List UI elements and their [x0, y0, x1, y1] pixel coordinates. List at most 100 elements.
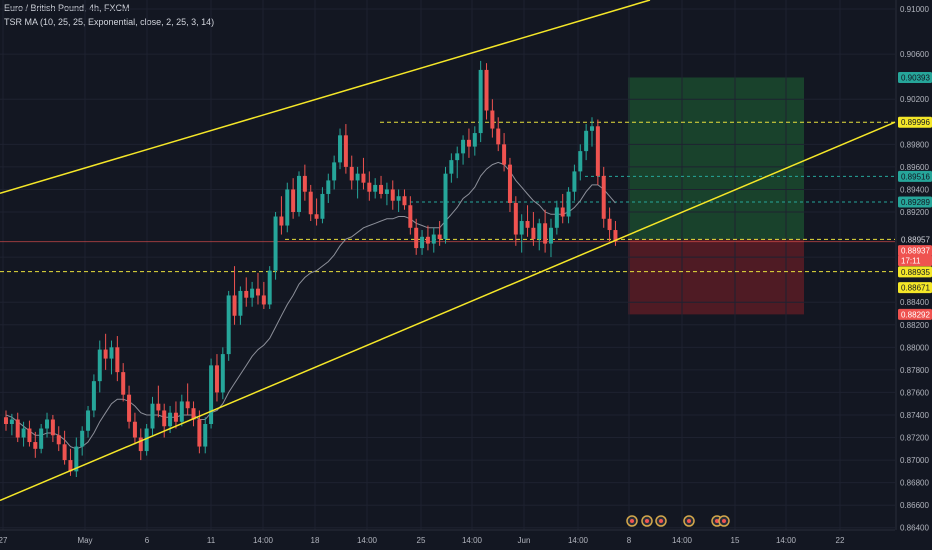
candle	[50, 414, 55, 443]
candle-body	[132, 421, 137, 438]
time-tick-label: 6	[145, 536, 150, 545]
candle-body	[209, 365, 214, 424]
candle	[408, 196, 413, 235]
candle-body	[537, 223, 542, 240]
lower-channel-line[interactable]	[0, 121, 896, 502]
candle-body	[80, 430, 85, 447]
candle-body	[308, 191, 313, 215]
ma-line[interactable]	[5, 161, 616, 450]
candle	[308, 184, 313, 222]
candle-body	[314, 214, 319, 219]
candle-body	[191, 408, 196, 420]
price-badge: 0.89289	[898, 196, 932, 208]
candle	[425, 225, 430, 251]
time-tick-label: 25	[417, 536, 426, 545]
candle	[115, 336, 120, 382]
price-badge: 0.90393	[898, 71, 932, 83]
candle-body	[373, 184, 378, 192]
price-tick-label: 0.89200	[900, 208, 929, 217]
candle	[537, 218, 542, 251]
candle	[220, 347, 225, 400]
candle	[519, 214, 524, 253]
candle	[132, 412, 137, 445]
candle-body	[45, 419, 50, 429]
candle-body	[156, 403, 161, 411]
candle-body	[332, 162, 337, 181]
candle-body	[513, 202, 518, 235]
price-badge-label: 0.89516	[901, 172, 930, 181]
price-badge: 17:11	[898, 255, 932, 267]
candle	[355, 166, 360, 199]
candle	[420, 230, 425, 255]
candle	[185, 383, 190, 415]
price-badge: 0.88957	[898, 233, 932, 245]
candle-body	[214, 365, 219, 393]
candle	[273, 212, 278, 280]
candle	[572, 164, 577, 201]
candle-body	[86, 410, 91, 431]
event-marker-icon[interactable]	[626, 515, 638, 527]
candle-body	[109, 347, 114, 359]
candle-body	[490, 110, 495, 129]
candle	[548, 218, 553, 258]
candle	[291, 178, 296, 219]
candle-body	[531, 227, 536, 240]
candle	[478, 60, 483, 143]
candle-body	[449, 160, 454, 174]
price-badge-label: 0.88935	[901, 268, 930, 277]
price-tick-label: 0.87400	[900, 411, 929, 420]
candle-body	[554, 207, 559, 228]
price-tick-label: 0.88400	[900, 298, 929, 307]
price-badge-label: 0.88957	[901, 235, 930, 244]
candle	[390, 180, 395, 210]
price-tick-label: 0.89400	[900, 185, 929, 194]
time-tick-label: 15	[731, 536, 740, 545]
candle	[431, 227, 436, 253]
candle	[45, 412, 50, 438]
indicator-legend[interactable]: TSR MA (10, 25, 25, Exponential, close, …	[4, 17, 215, 27]
price-axis: 0.91000 0.90600 0.90200 0.89800 0.89600 0.894…	[895, 0, 932, 533]
candle	[566, 187, 571, 224]
price-tick-label: 0.86800	[900, 479, 929, 488]
candle-body	[185, 401, 190, 409]
candle	[379, 175, 384, 199]
event-marker-icon[interactable]	[683, 515, 695, 527]
candle	[507, 157, 512, 212]
price-badge-label: 0.89996	[901, 118, 930, 127]
candle	[595, 119, 600, 185]
candle-body	[461, 139, 466, 154]
candle-body	[291, 189, 296, 212]
event-marker-icon[interactable]	[655, 515, 667, 527]
candle-body	[273, 216, 278, 271]
candle	[314, 198, 319, 226]
candle-body	[420, 236, 425, 249]
horizontal-levels	[0, 121, 895, 273]
price-tick-label: 0.89600	[900, 163, 929, 172]
channel-lines	[0, 0, 896, 502]
candle	[590, 117, 594, 147]
candle-body	[21, 428, 26, 438]
candle	[496, 117, 501, 152]
event-marker-icon[interactable]	[641, 515, 653, 527]
candle	[138, 428, 143, 461]
candle-body	[197, 419, 202, 447]
time-tick-label: Jun	[518, 536, 531, 545]
candle-body	[543, 223, 548, 244]
time-tick-label: 27	[0, 536, 8, 545]
candle	[414, 218, 419, 255]
candle-body	[578, 151, 583, 172]
candle	[109, 340, 114, 375]
symbol-title[interactable]: Euro / British Pound, 4h, FXCM	[4, 3, 130, 13]
candle-body	[15, 419, 20, 438]
upper-channel-line[interactable]	[0, 0, 651, 194]
price-tick-label: 0.87000	[900, 456, 929, 465]
candle-body	[396, 196, 401, 201]
time-tick-label: 14:00	[357, 536, 378, 545]
event-marker-icon[interactable]	[718, 515, 730, 527]
price-badge: 0.89996	[898, 116, 932, 128]
candle-body	[466, 139, 471, 147]
candle-body	[548, 227, 553, 244]
candle-body	[279, 216, 284, 226]
